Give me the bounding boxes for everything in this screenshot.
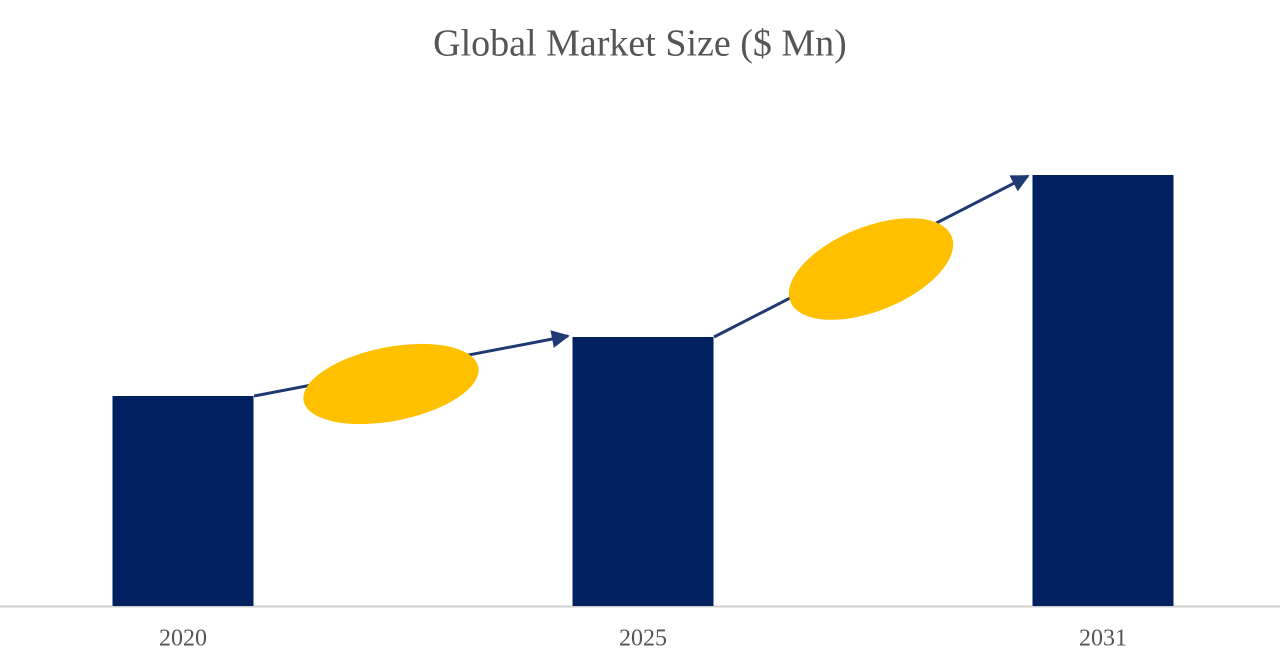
growth-badge	[788, 218, 954, 320]
bar	[112, 396, 254, 606]
growth-badge	[303, 343, 479, 425]
growth-decorations	[253, 174, 1030, 425]
x-tick-label: 2020	[159, 626, 207, 652]
x-tick-label: 2031	[1079, 626, 1127, 652]
bar	[572, 337, 714, 606]
x-tick-label: 2025	[619, 626, 667, 652]
bar	[1032, 175, 1174, 606]
chart-title: Global Market Size ($ Mn)	[433, 23, 847, 65]
